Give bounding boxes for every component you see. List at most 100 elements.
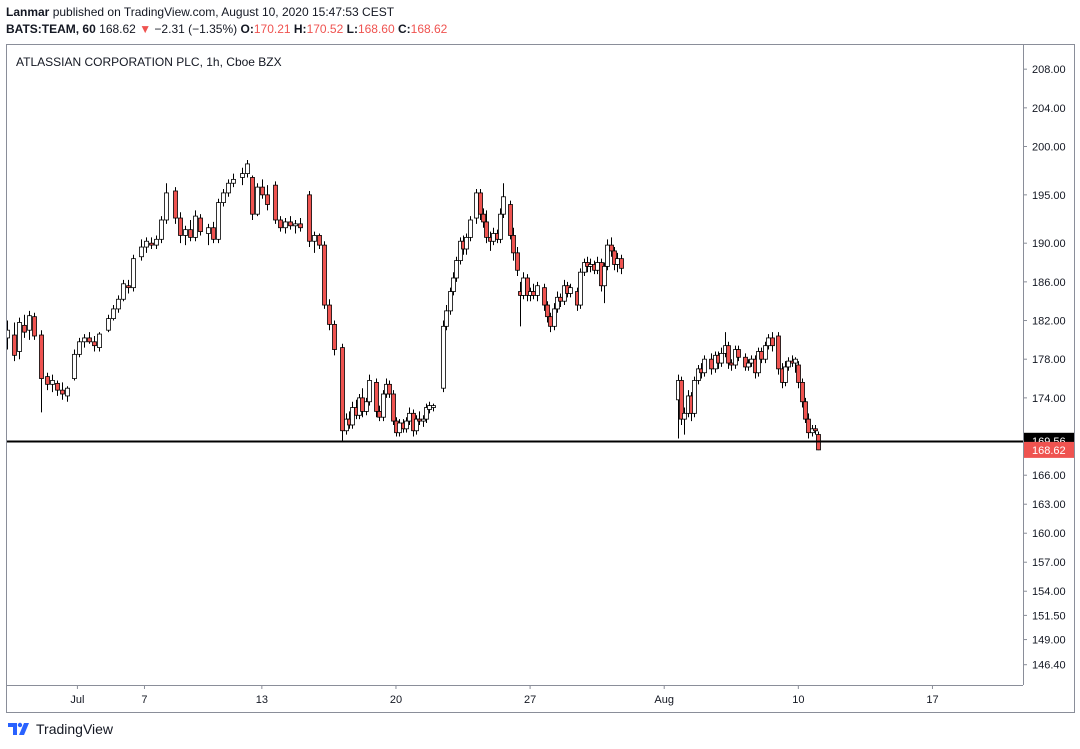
candle-body: [702, 358, 707, 374]
candle-body: [813, 428, 818, 432]
candle-body: [45, 376, 50, 385]
publisher-name[interactable]: Lanmar: [6, 5, 50, 19]
brand-name[interactable]: TradingView: [36, 721, 114, 737]
price-change: −2.31 (−1.35%): [154, 22, 238, 36]
candle-body: [364, 401, 369, 412]
candle-body: [478, 192, 483, 215]
candle-body: [397, 422, 402, 434]
candle-body: [682, 412, 687, 420]
price-tick-label: 151.50: [1032, 610, 1066, 622]
candle-body: [317, 235, 322, 246]
candle-body: [595, 262, 600, 271]
price-tick-label: 208.00: [1032, 64, 1066, 76]
candle-body: [144, 240, 149, 248]
candle-body: [609, 244, 614, 252]
candle-body: [154, 238, 159, 246]
candle-body: [255, 186, 260, 215]
candle-body: [216, 202, 221, 240]
close-label: C:: [397, 22, 411, 36]
candle-body: [327, 304, 332, 325]
time-tick-label: 20: [390, 694, 402, 706]
candle-body: [367, 380, 372, 403]
price-tick-label: 146.40: [1032, 660, 1066, 672]
candle-body: [555, 296, 560, 310]
price-tick-label: 160.00: [1032, 528, 1066, 540]
low-label: L:: [346, 22, 358, 36]
candle-body: [619, 258, 624, 269]
high-label: H:: [293, 22, 307, 36]
candle-body: [283, 221, 288, 229]
candle-body: [164, 192, 169, 221]
candle-body: [558, 296, 563, 302]
candle-body: [615, 258, 620, 265]
time-tick-label: 27: [524, 694, 536, 706]
candle-body: [250, 177, 255, 215]
candle-body: [806, 418, 811, 434]
price-tick-label: 178.00: [1032, 354, 1066, 366]
candle-body: [448, 291, 453, 312]
price-tick-label: 149.00: [1032, 635, 1066, 647]
chart-frame[interactable]: ATLASSIAN CORPORATION PLC, 1h, Cboe BZX …: [6, 44, 1075, 713]
close-value: 168.62: [410, 22, 448, 36]
candle-body: [60, 389, 65, 395]
candle-body: [173, 190, 178, 219]
candle-body: [424, 407, 429, 420]
candlestick-chart[interactable]: ATLASSIAN CORPORATION PLC, 1h, Cboe BZX …: [7, 45, 1074, 712]
candle-body: [511, 235, 516, 254]
candle-body: [612, 250, 617, 265]
candle-body: [729, 362, 734, 366]
candle-body: [92, 341, 97, 347]
candle-body: [77, 341, 82, 355]
candle-body: [226, 182, 231, 194]
candle-body: [481, 213, 486, 223]
candle-body: [126, 285, 131, 289]
candle-body: [404, 420, 409, 430]
time-tick-label: Jul: [70, 694, 84, 706]
candle-body: [245, 163, 250, 174]
candle-body: [7, 329, 10, 339]
down-arrow-icon: ▼: [139, 22, 152, 36]
candle-body: [121, 283, 126, 300]
candle-body: [391, 393, 396, 422]
candle-body: [521, 277, 526, 296]
candle-body: [568, 287, 573, 294]
candle-body: [491, 233, 496, 242]
candle-body: [188, 229, 193, 238]
open-value: 170.21: [253, 22, 291, 36]
candle-body: [149, 242, 154, 246]
tradingview-logo-icon[interactable]: [8, 721, 30, 737]
candle-body: [498, 213, 503, 240]
candle-body: [786, 360, 791, 368]
price-tick-label: 200.00: [1032, 142, 1066, 154]
candle-body: [421, 418, 426, 422]
candle-body: [719, 352, 724, 364]
candle-body: [484, 221, 489, 238]
candle-body: [709, 358, 714, 370]
candle-body: [427, 405, 432, 410]
candle-body: [542, 287, 547, 306]
candle-body: [796, 364, 801, 383]
candle-body: [756, 351, 761, 374]
last-price-tag-label: 168.62: [1032, 445, 1066, 457]
time-tick-label: 10: [792, 694, 804, 706]
candle-body: [106, 318, 111, 331]
price-axis[interactable]: 208.00 204.00 200.00 195.00 190.00 186.00 182.…: [1023, 45, 1074, 685]
candle-body: [759, 351, 764, 360]
candle-body: [381, 393, 386, 418]
time-axis[interactable]: Jul 7 13 20 27 Aug 10 17: [7, 685, 1023, 706]
candle-body: [293, 223, 298, 227]
candle-body: [602, 265, 607, 287]
candle-body: [332, 323, 337, 350]
candle-body: [474, 192, 479, 219]
candle-body: [322, 244, 327, 306]
candle-body: [27, 315, 32, 331]
candle-body: [278, 219, 283, 229]
candle-body: [548, 316, 553, 327]
quote-line: BATS:TEAM, 60 168.62 ▼ −2.31 (−1.35%) O:…: [6, 21, 447, 37]
candle-body: [696, 368, 701, 381]
candle-body: [131, 258, 136, 289]
candle-body: [501, 196, 506, 215]
candle-body: [50, 380, 55, 385]
candle-body: [97, 333, 102, 348]
candle-body: [736, 349, 741, 358]
